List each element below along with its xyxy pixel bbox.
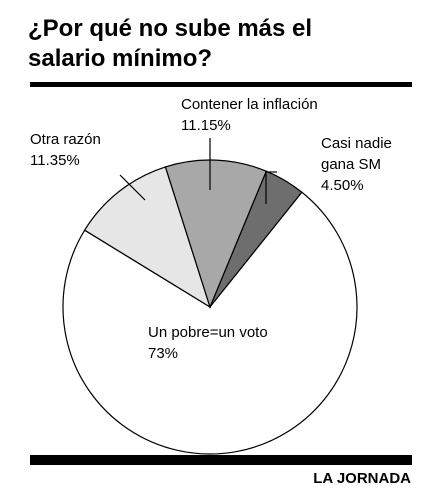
title-line-2: salario mínimo? <box>28 45 213 72</box>
chart-title: ¿Por qué no sube más el salario mínimo? <box>28 14 428 74</box>
source-credit: LA JORNADA <box>313 470 411 487</box>
label-casi-nadie-line-1: Casi nadie <box>321 135 392 152</box>
label-otra-razon: Otra razón 11.35% <box>30 131 101 169</box>
label-otra-razon-line-2: 11.35% <box>30 152 80 169</box>
label-contener-inflacion-line-1: Contener la inflación <box>181 96 318 113</box>
label-casi-nadie: Casi nadie gana SM 4.50% <box>321 135 392 194</box>
label-un-pobre-line-2: 73% <box>148 345 178 362</box>
label-contener-inflacion-line-2: 11.15% <box>181 117 231 134</box>
slice-otra-razon <box>83 166 212 309</box>
label-casi-nadie-line-3: 4.50% <box>321 177 364 194</box>
label-casi-nadie-line-2: gana SM <box>321 156 381 173</box>
label-un-pobre: Un pobre=un voto 73% <box>148 324 268 362</box>
label-contener-inflacion: Contener la inflación 11.15% <box>181 96 318 134</box>
label-otra-razon-line-1: Otra razón <box>30 131 101 148</box>
leader-otra <box>119 174 146 201</box>
label-un-pobre-line-1: Un pobre=un voto <box>148 324 268 341</box>
slice-un-pobre <box>62 191 358 455</box>
top-rule <box>30 82 412 87</box>
title-line-1: ¿Por qué no sube más el <box>28 15 313 42</box>
slice-contener-inflacion <box>164 159 268 309</box>
bottom-rule <box>30 455 412 465</box>
